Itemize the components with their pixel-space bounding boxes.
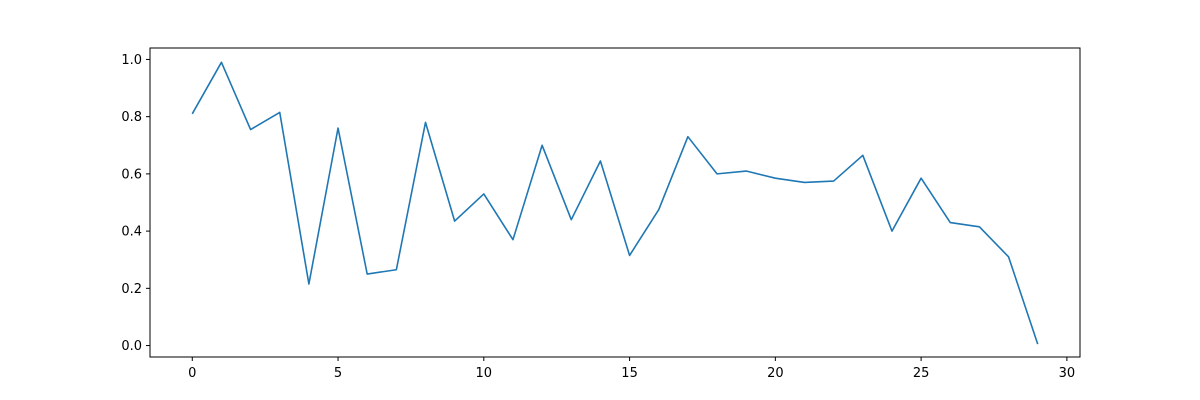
x-tick-label: 5 — [334, 366, 342, 381]
series-layer — [191, 61, 1039, 345]
plot-area — [150, 48, 1080, 357]
x-tick-label: 0 — [188, 366, 196, 381]
y-axis: 0.0 0.2 0.4 0.6 0.8 1.0 — [121, 53, 150, 354]
x-axis: 0 5 10 15 20 25 30 — [188, 357, 1075, 381]
y-tick-label: 0.4 — [121, 225, 142, 240]
x-tick-label: 30 — [1059, 366, 1076, 381]
x-tick-label: 15 — [621, 366, 638, 381]
x-tick-label: 10 — [476, 366, 493, 381]
y-tick-label: 0.2 — [121, 282, 142, 297]
y-tick-label: 0.0 — [121, 339, 142, 354]
x-tick-label: 25 — [913, 366, 930, 381]
x-tick-label: 20 — [767, 366, 784, 381]
y-tick-label: 0.6 — [121, 167, 142, 182]
y-tick-label: 0.8 — [121, 110, 142, 125]
plot-frame — [149, 47, 1081, 358]
y-tick-label: 1.0 — [121, 53, 142, 68]
series-line — [191, 61, 1039, 345]
